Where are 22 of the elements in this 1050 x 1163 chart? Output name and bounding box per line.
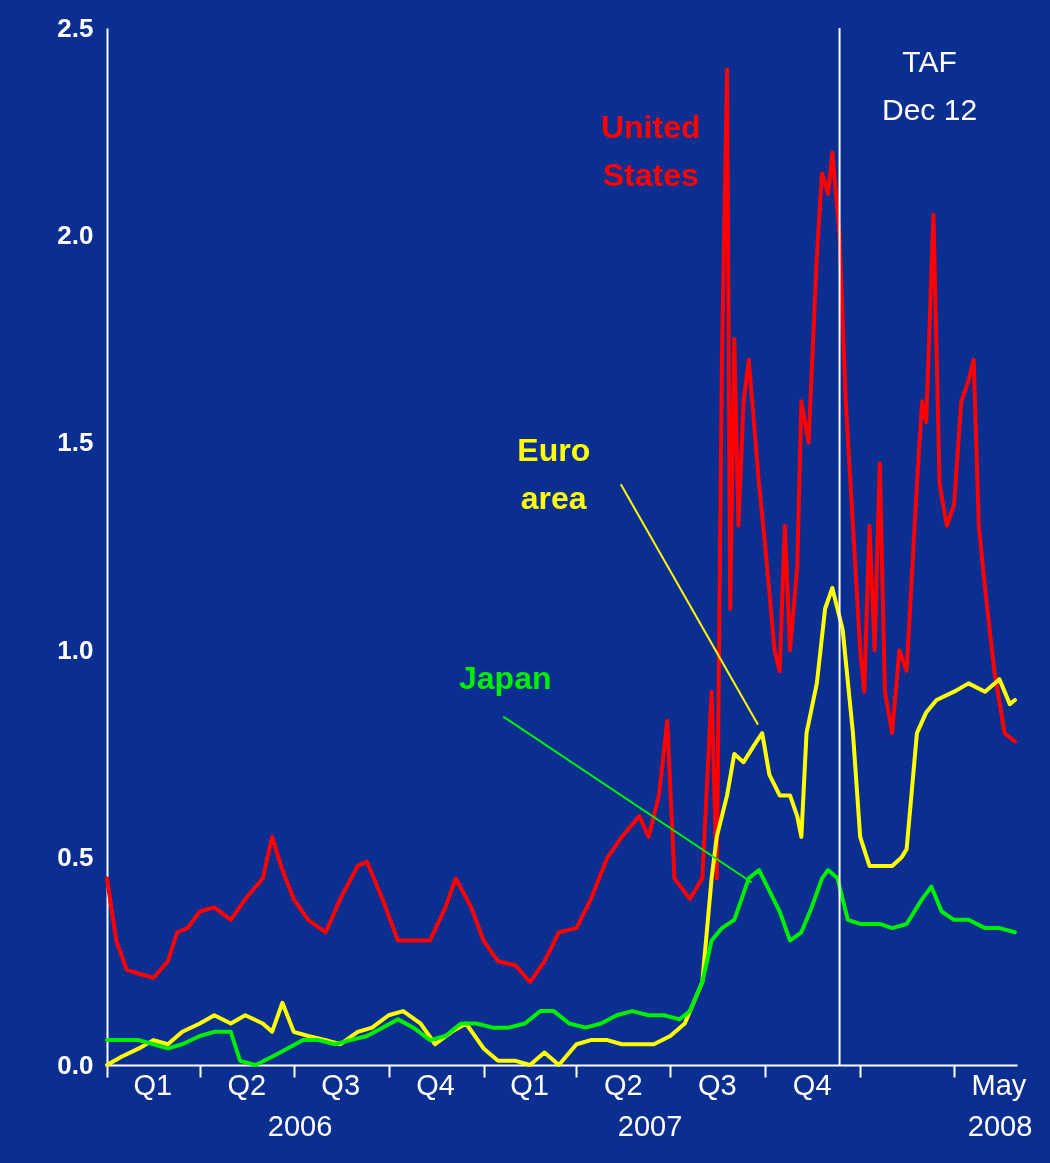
x-tick-label: Q3 — [321, 1068, 361, 1101]
x-tick-label: Q3 — [697, 1068, 737, 1101]
x-tick-label: Q2 — [227, 1068, 267, 1101]
ref-line-label: TAF Dec 12 — [882, 45, 978, 126]
x-tick-label: Q4 — [792, 1068, 832, 1101]
y-tick-label: 0.0 — [57, 1049, 94, 1080]
x-tick-label: Q1 — [133, 1068, 173, 1101]
x-tick-label: Q1 — [510, 1068, 549, 1101]
y-tick-label: 2.0 — [57, 219, 94, 250]
series-label: United States — [600, 108, 701, 193]
text: 2007 — [617, 1110, 683, 1142]
text: 2006 — [267, 1110, 333, 1142]
y-tick-label: 2.5 — [57, 12, 94, 43]
x-tick-label: Q2 — [604, 1068, 643, 1101]
y-tick-label: 0.5 — [57, 842, 94, 873]
text: Japan — [459, 660, 552, 697]
y-tick-label: 1.5 — [57, 427, 94, 458]
text: Euro area — [517, 432, 591, 517]
text: 2008 — [967, 1110, 1033, 1142]
y-tick-label: 1.0 — [57, 634, 94, 665]
x-tick-label: May — [971, 1068, 1027, 1101]
x-tick-label: Q4 — [416, 1068, 455, 1101]
